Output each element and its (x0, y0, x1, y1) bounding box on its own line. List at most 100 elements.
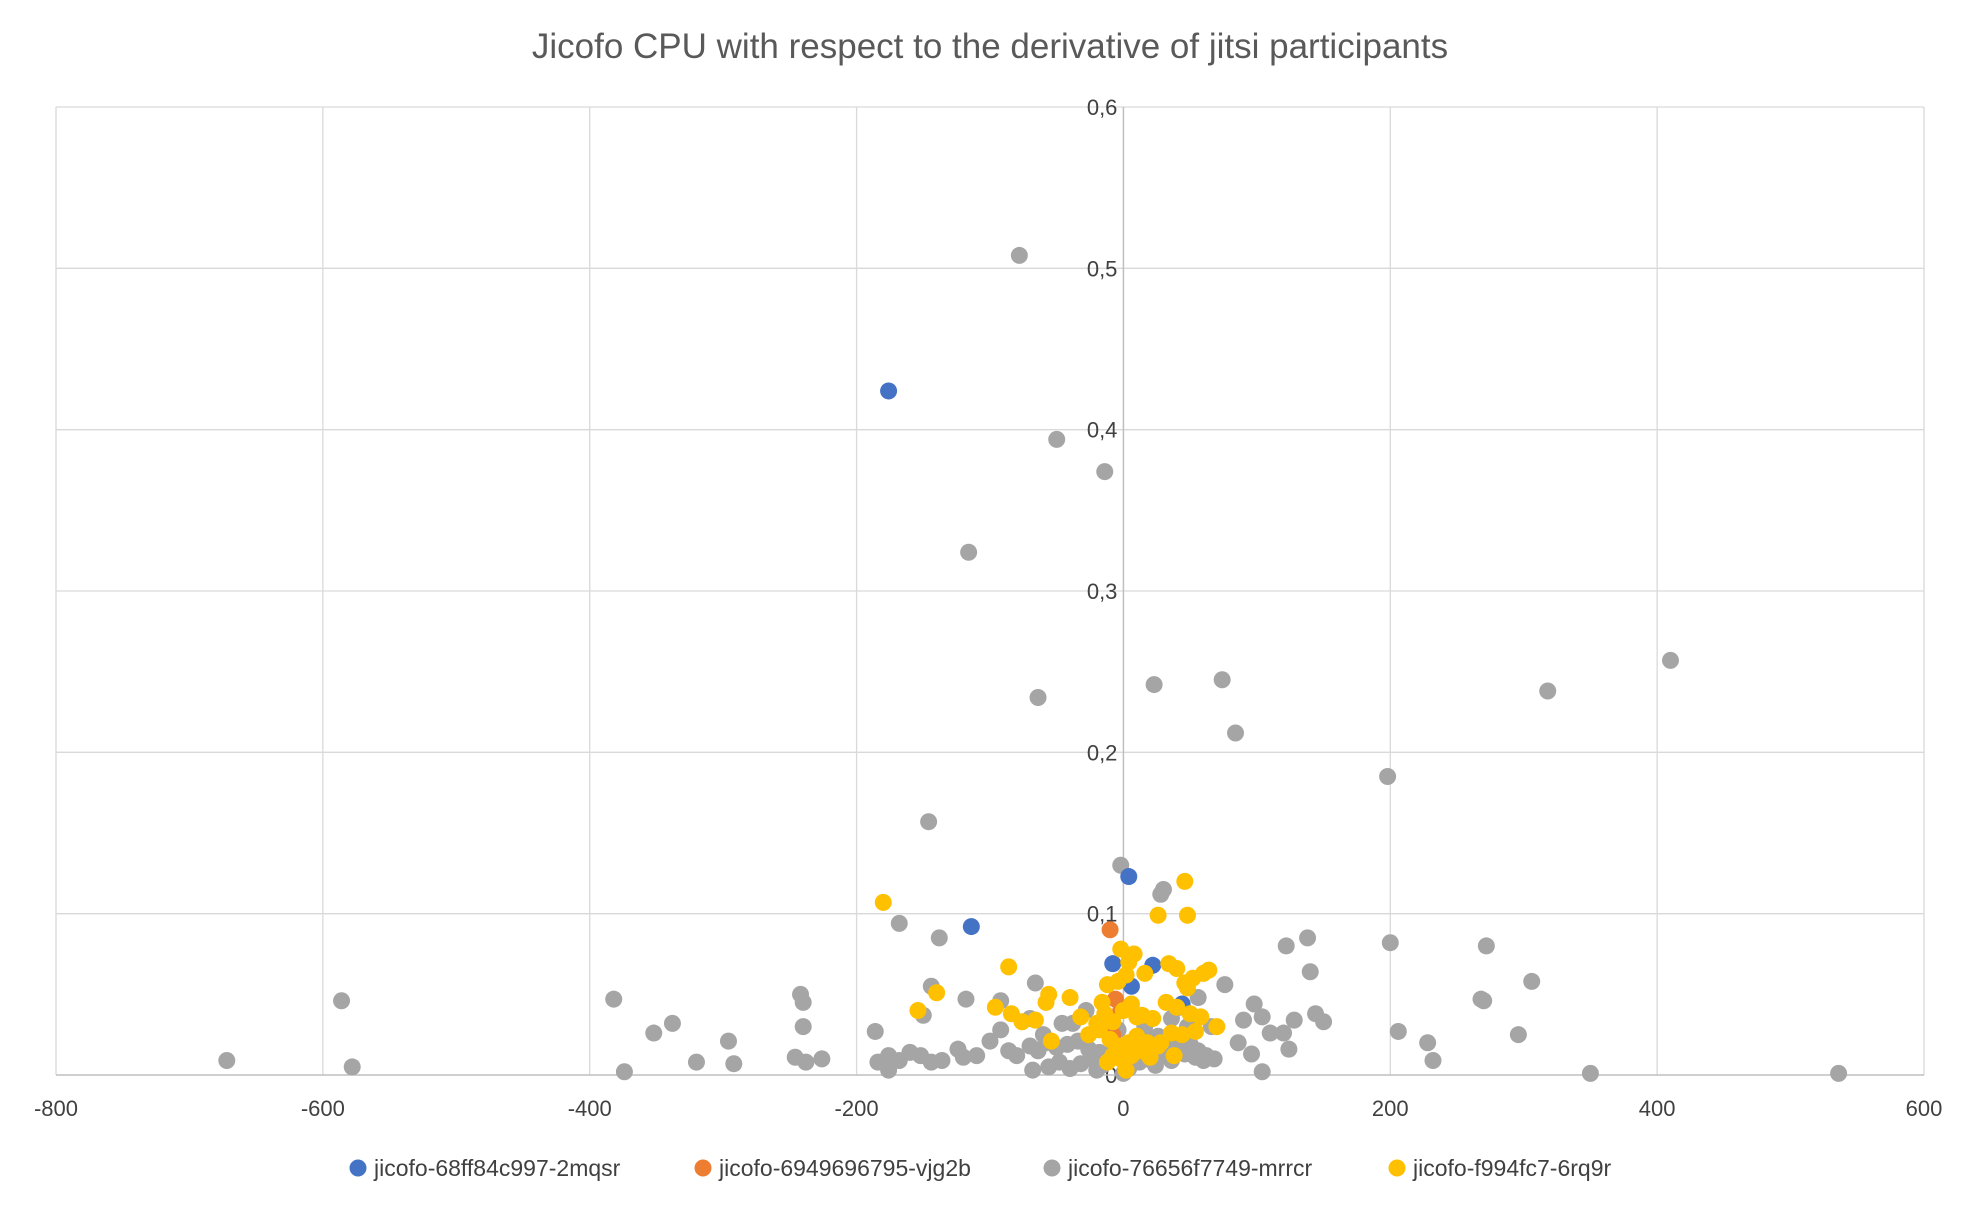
data-point (1301, 963, 1319, 981)
data-point (1192, 1008, 1210, 1026)
data-point (1208, 1018, 1226, 1036)
legend-item: jicofo-6949696795-vjg2b (694, 1155, 971, 1181)
x-tick-label: -600 (301, 1096, 345, 1121)
legend-item: jicofo-76656f7749-mrrcr (1043, 1155, 1313, 1181)
data-point (1144, 1010, 1162, 1028)
data-point (794, 1018, 812, 1036)
data-point (794, 993, 812, 1011)
data-point (1112, 940, 1130, 958)
data-point (1253, 1008, 1271, 1026)
data-point (1280, 1040, 1298, 1058)
data-point (986, 998, 1004, 1016)
data-point (1235, 1011, 1253, 1029)
legend-marker (1043, 1159, 1061, 1177)
data-point (663, 1014, 681, 1032)
data-point (928, 984, 946, 1002)
data-point (1122, 995, 1140, 1013)
data-point (1253, 1063, 1271, 1081)
data-point (1109, 972, 1127, 990)
data-point (813, 1050, 831, 1068)
data-point (890, 914, 908, 932)
data-point (1299, 929, 1317, 947)
data-point (1523, 972, 1541, 990)
data-point (797, 1053, 815, 1071)
data-point (1168, 960, 1186, 978)
data-point (930, 929, 948, 947)
data-point (1120, 868, 1138, 886)
points-layer (218, 246, 1848, 1082)
data-point (866, 1022, 884, 1040)
data-point (343, 1058, 361, 1076)
data-point (1277, 937, 1295, 955)
data-point (1186, 1022, 1204, 1040)
data-point (1229, 1034, 1247, 1052)
data-point (1165, 1047, 1183, 1065)
legend-label: jicofo-f994fc7-6rq9r (1412, 1155, 1611, 1181)
data-point (615, 1063, 633, 1081)
data-point (1096, 463, 1114, 481)
data-point (874, 893, 892, 911)
data-point (1072, 1008, 1090, 1026)
data-point (725, 1055, 743, 1073)
legend-item: jicofo-68ff84c997-2mqsr (349, 1155, 621, 1181)
data-point (1117, 1061, 1135, 1079)
data-point (1200, 961, 1218, 979)
legend-item: jicofo-f994fc7-6rq9r (1388, 1155, 1611, 1181)
data-point (1227, 724, 1245, 742)
data-point (920, 813, 938, 831)
data-point (1581, 1064, 1599, 1082)
data-point (1120, 953, 1138, 971)
x-tick-label: 200 (1372, 1096, 1409, 1121)
data-point (1661, 651, 1679, 669)
x-tick-label: 600 (1906, 1096, 1943, 1121)
data-point (645, 1024, 663, 1042)
data-point (1419, 1034, 1437, 1052)
x-tick-label: -400 (568, 1096, 612, 1121)
data-point (1176, 872, 1194, 890)
data-point (1315, 1013, 1333, 1031)
data-point (1152, 1034, 1170, 1052)
data-point (992, 1021, 1010, 1039)
data-point (1061, 989, 1079, 1007)
data-point (981, 1032, 999, 1050)
data-point (1243, 1045, 1261, 1063)
data-point (1000, 958, 1018, 976)
data-point (960, 543, 978, 561)
data-point (1194, 1051, 1212, 1069)
x-tick-label: 400 (1639, 1096, 1676, 1121)
x-tick-label: -800 (34, 1096, 78, 1121)
data-point (1024, 1061, 1042, 1079)
chart-title: Jicofo CPU with respect to the derivativ… (532, 27, 1448, 66)
data-point (1275, 1024, 1293, 1042)
data-point (954, 1048, 972, 1066)
data-point (1539, 682, 1557, 700)
data-point (605, 990, 623, 1008)
data-point (1048, 430, 1066, 448)
data-point (687, 1053, 705, 1071)
data-point (968, 1047, 986, 1065)
data-point (933, 1051, 951, 1069)
data-point (1381, 934, 1399, 952)
data-point (1029, 688, 1047, 706)
grid-layer (55, 106, 1925, 1075)
legend-label: jicofo-68ff84c997-2mqsr (373, 1155, 621, 1181)
legend-label: jicofo-76656f7749-mrrcr (1067, 1155, 1313, 1181)
data-point (1145, 676, 1163, 694)
data-point (1216, 976, 1234, 994)
data-point (909, 1001, 927, 1019)
data-point (957, 990, 975, 1008)
axis-layer: -800 -600 -400 -200 0 200 400 60000,10,20,30,40… (34, 95, 1942, 1121)
legend-marker (1388, 1159, 1406, 1177)
legend-marker (349, 1159, 367, 1177)
data-point (1037, 993, 1055, 1011)
data-point (1389, 1022, 1407, 1040)
y-tick-label: 0,4 (1087, 418, 1118, 443)
data-point (218, 1051, 236, 1069)
data-point (1149, 906, 1167, 924)
legend: jicofo-68ff84c997-2mqsr jicofo-6949696795… (349, 1155, 1611, 1181)
data-point (1026, 974, 1044, 992)
data-point (1088, 1014, 1106, 1032)
data-point (1010, 246, 1028, 264)
